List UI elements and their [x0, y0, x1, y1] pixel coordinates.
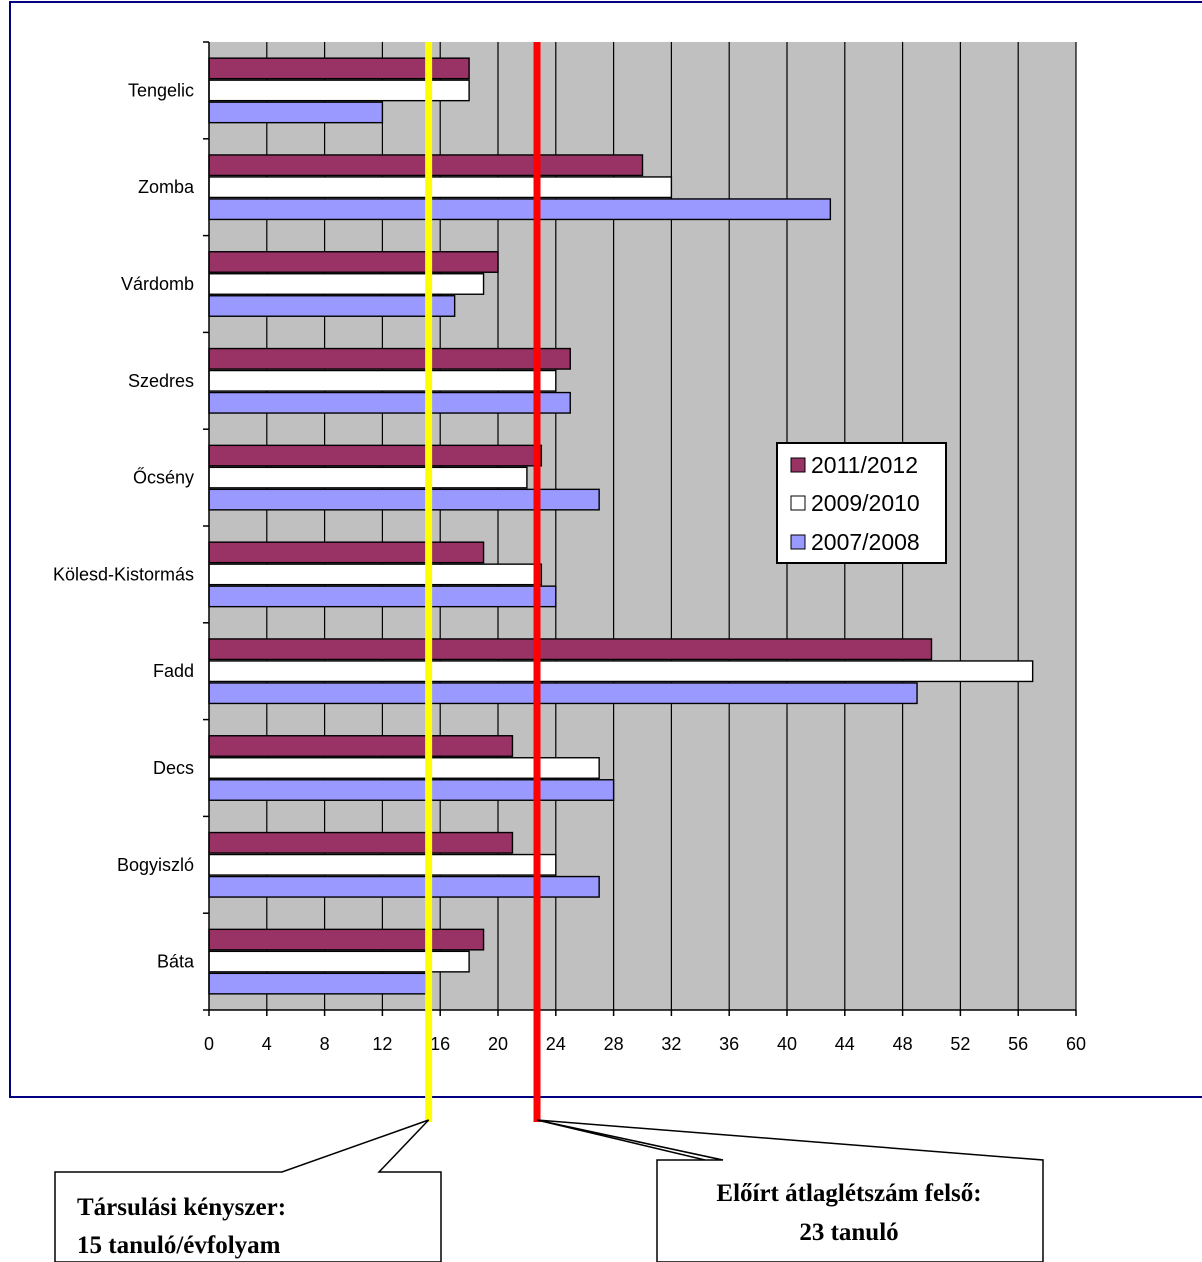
- x-tick-label: 32: [661, 1034, 681, 1054]
- x-tick-labels: 0 4 8 12 16 20 24 28 32 36 40 44 48 52 56 60: [204, 1034, 1086, 1054]
- bar: [208, 875, 600, 898]
- bar: [208, 660, 1034, 683]
- category-label: Őcsény: [133, 467, 194, 488]
- bar: [208, 563, 543, 586]
- legend-label: 2011/2012: [811, 452, 918, 478]
- legend: 2011/2012 2009/2010 2007/2008: [776, 442, 947, 564]
- bar: [208, 488, 600, 511]
- category-label: Bogyiszló: [117, 855, 194, 875]
- axes: [203, 41, 1077, 1016]
- bar: [208, 198, 832, 221]
- category-label: Fadd: [153, 661, 194, 681]
- callout-average-box: [536, 1119, 1044, 1262]
- legend-label: 2007/2008: [811, 529, 920, 555]
- legend-swatch: [790, 534, 806, 550]
- legend-label: 2009/2010: [811, 490, 920, 516]
- bar: [208, 176, 673, 199]
- bar: [208, 444, 543, 467]
- bar: [208, 273, 485, 295]
- legend-swatch: [790, 457, 806, 473]
- callout-average-line-2: 23 tanuló: [799, 1219, 898, 1246]
- x-tick-label: 36: [719, 1034, 739, 1054]
- x-tick-label: 40: [777, 1034, 797, 1054]
- category-labels: Tengelic Zomba Várdomb Szedres Őcsény Kölesd-…: [53, 80, 195, 971]
- x-tick-label: 0: [204, 1034, 214, 1054]
- callout-threshold-line-1: Társulási kényszer:: [77, 1194, 286, 1221]
- legend-swatch: [790, 495, 806, 511]
- callout-threshold-box: [54, 1119, 442, 1262]
- callout-threshold-line-2: 15 tanuló/évfolyam: [77, 1232, 281, 1259]
- bar: [208, 391, 571, 414]
- bar: [208, 347, 571, 370]
- bar: [208, 295, 456, 317]
- category-label: Várdomb: [121, 274, 194, 294]
- x-tick-label: 12: [372, 1034, 392, 1054]
- bar: [208, 831, 514, 854]
- x-tick-label: 44: [835, 1034, 855, 1054]
- x-tick-label: 16: [430, 1034, 450, 1054]
- bar: [208, 251, 499, 273]
- x-tick-label: 56: [1008, 1034, 1028, 1054]
- category-label: Kölesd-Kistormás: [53, 564, 194, 584]
- x-tick-label: 52: [950, 1034, 970, 1054]
- category-label: Zomba: [138, 177, 195, 197]
- x-tick-label: 60: [1066, 1034, 1086, 1054]
- x-tick-label: 8: [320, 1034, 330, 1054]
- bar: [208, 972, 427, 995]
- callout-average-line-1: Előírt átlaglétszám felső:: [716, 1180, 981, 1207]
- bar: [208, 466, 528, 489]
- bar: [208, 757, 600, 779]
- x-tick-label: 48: [893, 1034, 913, 1054]
- category-label: Tengelic: [128, 80, 194, 100]
- category-label: Báta: [157, 952, 195, 972]
- x-tick-label: 24: [546, 1034, 566, 1054]
- bar: [208, 369, 557, 392]
- bar: [208, 928, 485, 951]
- bar: [208, 541, 485, 564]
- x-tick-label: 28: [604, 1034, 624, 1054]
- bar: [208, 638, 933, 661]
- x-tick-label: 4: [262, 1034, 272, 1054]
- bar: [208, 585, 557, 608]
- category-label: Decs: [153, 758, 194, 778]
- x-tick-label: 20: [488, 1034, 508, 1054]
- bar: [208, 735, 514, 757]
- chart-area-border: [9, 1, 1202, 1098]
- bar: [208, 853, 557, 876]
- category-label: Szedres: [128, 371, 194, 391]
- bar: [208, 779, 615, 801]
- bar: [208, 682, 918, 705]
- bar: [208, 101, 384, 124]
